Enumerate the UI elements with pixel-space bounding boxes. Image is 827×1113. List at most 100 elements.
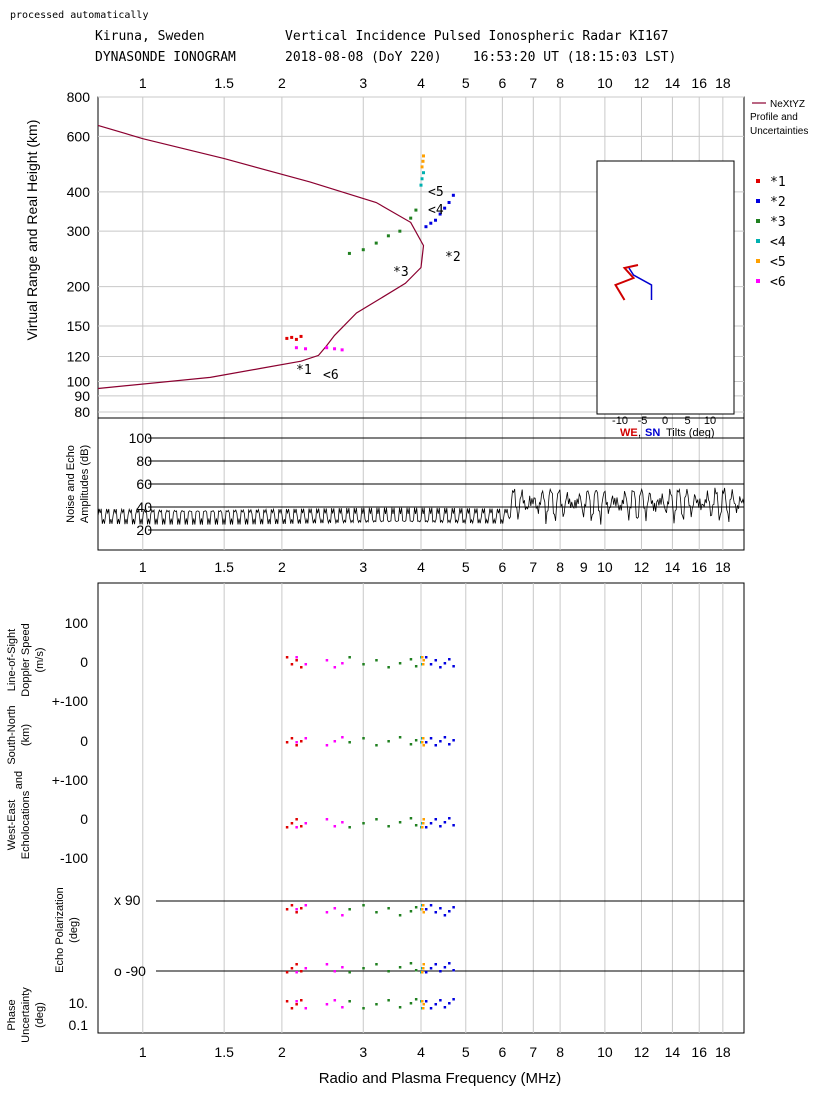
row-echo-point bbox=[422, 818, 425, 821]
height-tick: 80 bbox=[74, 404, 90, 420]
echo-point bbox=[294, 346, 298, 350]
row-echo-point bbox=[421, 826, 424, 829]
row-echo-point bbox=[421, 1007, 425, 1010]
freq-tick-top: 14 bbox=[665, 75, 681, 91]
row-echo-point bbox=[409, 1002, 413, 1005]
row-echo-point bbox=[375, 1003, 378, 1006]
echo-point bbox=[409, 216, 413, 220]
freq-tick-bottom: 5 bbox=[462, 1044, 470, 1060]
row-echo-point bbox=[414, 824, 418, 827]
sn-label-2: (km) bbox=[20, 724, 32, 746]
row-echo-point bbox=[341, 1006, 344, 1009]
freq-tick-top: 7 bbox=[529, 75, 537, 91]
doppler-label-1: Line-of-Sight bbox=[6, 629, 18, 691]
echo-point bbox=[333, 347, 337, 351]
row-echo-point bbox=[387, 999, 390, 1002]
freq-tick-top: 12 bbox=[634, 75, 650, 91]
row-echo-point bbox=[290, 737, 294, 740]
freq-tick-bottom: 7 bbox=[529, 1044, 537, 1060]
freq-tick-mid: 6 bbox=[498, 559, 506, 575]
row-echo-point bbox=[398, 821, 402, 824]
freq-tick-mid: 1 bbox=[139, 559, 147, 575]
row-echo-point bbox=[398, 966, 402, 969]
noise-amplitude-trace bbox=[97, 487, 745, 525]
freq-tick-top: 4 bbox=[417, 75, 425, 91]
row-echo-point bbox=[290, 663, 294, 666]
row-echo-point bbox=[429, 904, 433, 907]
amp-tick: 80 bbox=[136, 453, 152, 469]
row-echo-point bbox=[409, 743, 413, 746]
legend-swatch bbox=[756, 279, 760, 283]
row-echo-point bbox=[424, 1000, 428, 1003]
freq-tick-mid: 18 bbox=[715, 559, 731, 575]
datetime: 2018-08-08 (DoY 220) 16:53:20 UT (18:15:… bbox=[285, 50, 677, 65]
row-echo-point bbox=[448, 1002, 451, 1005]
row-echo-point bbox=[333, 666, 337, 669]
freq-tick-mid: 2 bbox=[278, 559, 286, 575]
legend-profile-3: Uncertainties bbox=[750, 126, 808, 137]
row-echo-point bbox=[295, 1003, 298, 1006]
we-tick: 0 bbox=[80, 811, 88, 827]
row-echo-point bbox=[325, 911, 329, 914]
row-echo-point bbox=[375, 659, 378, 662]
row-echo-point bbox=[295, 908, 298, 911]
row-echo-point bbox=[414, 665, 418, 668]
echo-point bbox=[414, 208, 418, 212]
doppler-label-2: Doppler Speed bbox=[20, 623, 32, 696]
echo-point bbox=[285, 336, 289, 340]
row-echo-point bbox=[285, 1000, 289, 1003]
freq-tick-top: 8 bbox=[556, 75, 564, 91]
phase-tick: 0.1 bbox=[69, 1017, 89, 1033]
row-echo-point bbox=[300, 999, 303, 1002]
tilts-tick: 5 bbox=[684, 415, 690, 427]
row-echo-point bbox=[409, 658, 413, 661]
amp-tick: 40 bbox=[136, 499, 152, 515]
row-echo-point bbox=[341, 966, 344, 969]
row-echo-point bbox=[295, 744, 298, 747]
freq-tick-mid: 9 bbox=[580, 559, 588, 575]
echo-point bbox=[434, 218, 438, 222]
row-echo-point bbox=[348, 908, 351, 911]
row-echo-point bbox=[424, 908, 428, 911]
echo-point bbox=[374, 241, 378, 245]
row-echo-point bbox=[443, 1006, 447, 1009]
row-echo-point bbox=[295, 741, 298, 744]
freq-tick-bottom: 8 bbox=[556, 1044, 564, 1060]
freq-tick-bottom: 2 bbox=[278, 1044, 286, 1060]
row-echo-point bbox=[429, 663, 433, 666]
row-echo-point bbox=[439, 825, 442, 828]
legend-swatch bbox=[756, 239, 760, 243]
phase-tick: 10. bbox=[69, 995, 88, 1011]
row-echo-point bbox=[398, 736, 402, 739]
row-echo-point bbox=[362, 904, 365, 907]
row-echo-point bbox=[421, 656, 424, 659]
freq-tick-bottom: 1.5 bbox=[214, 1044, 234, 1060]
row-echo-point bbox=[325, 659, 329, 662]
row-echo-point bbox=[452, 906, 455, 909]
row-echo-point bbox=[295, 826, 298, 829]
echo-point bbox=[420, 177, 424, 181]
pol-label-1: Echo Polarization bbox=[54, 887, 66, 973]
row-echo-point bbox=[422, 744, 425, 747]
row-echo-point bbox=[421, 741, 424, 744]
row-echo-point bbox=[448, 962, 451, 965]
freq-tick-top: 5 bbox=[462, 75, 470, 91]
annotation-4: <4 bbox=[428, 203, 444, 218]
height-tick: 600 bbox=[67, 128, 91, 144]
row-echo-point bbox=[375, 911, 378, 914]
freq-tick-bottom: 14 bbox=[665, 1044, 681, 1060]
freq-tick-bottom: 6 bbox=[498, 1044, 506, 1060]
height-tick: 100 bbox=[67, 373, 91, 389]
height-axis-label: Virtual Range and Real Height (km) bbox=[24, 120, 40, 341]
row-echo-point bbox=[375, 963, 378, 966]
row-echo-point bbox=[452, 998, 455, 1001]
height-tick: 800 bbox=[67, 89, 91, 105]
legend-label: <6 bbox=[770, 275, 786, 290]
row-echo-point bbox=[409, 817, 413, 820]
tilts-label: Tilts (deg) bbox=[666, 427, 715, 439]
row-echo-point bbox=[452, 969, 455, 972]
row-echo-point bbox=[333, 999, 337, 1002]
tilts-tick: -10 bbox=[612, 415, 628, 427]
row-echo-point bbox=[304, 737, 308, 740]
row-echo-point bbox=[421, 663, 425, 666]
